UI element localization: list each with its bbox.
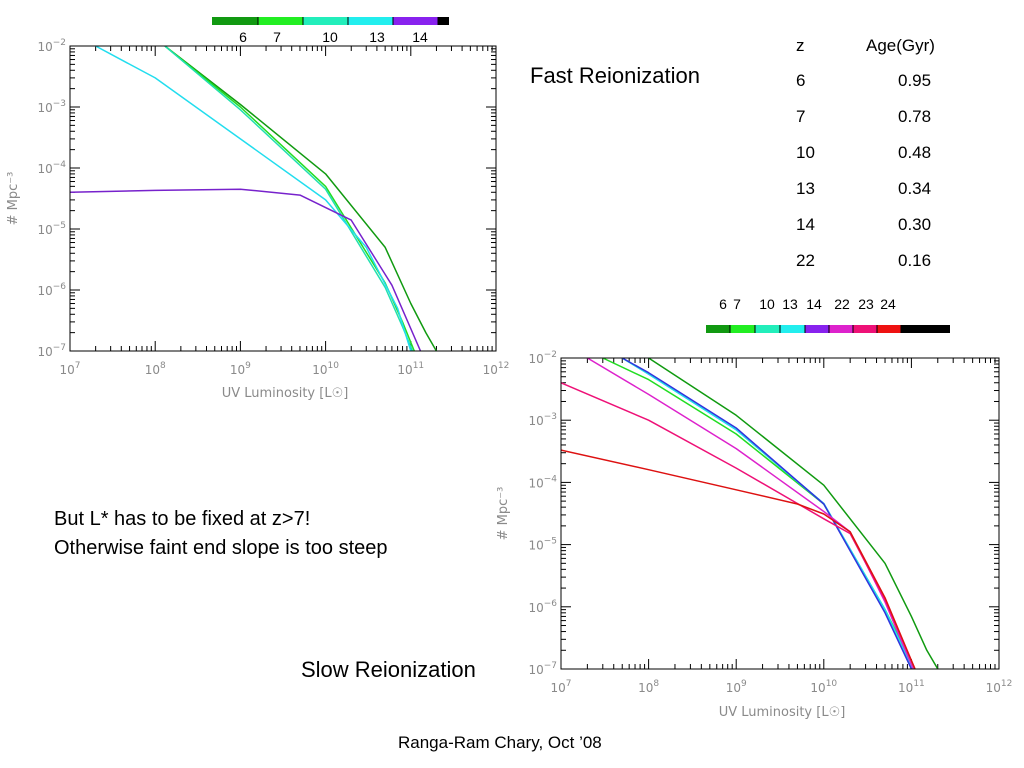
y-tick-label: 10−7: [37, 343, 66, 359]
x-tick-label: 1011: [898, 679, 925, 695]
series-line: [561, 449, 916, 669]
series-line: [587, 358, 914, 669]
slow-reionization-chart: 107 108 109 1010 1011 101210−710−610−510−410−…: [496, 296, 1012, 720]
colorbar-label: 10: [322, 29, 338, 45]
table-cell-age: 0.16: [898, 251, 932, 270]
x-tick-label: 107: [550, 679, 571, 695]
note-line-1: But L* has to be fixed at z>7!: [54, 508, 311, 530]
x-tick-label: 1010: [312, 361, 339, 377]
x-tick-label: 108: [145, 361, 166, 377]
y-tick-label: 10−2: [528, 350, 557, 366]
colorbar-swatch: [805, 325, 829, 333]
colorbar-label: 13: [782, 296, 798, 312]
table-cell-z: 13: [796, 179, 815, 198]
y-tick-label: 10−7: [528, 661, 557, 677]
x-tick-label: 109: [726, 679, 747, 695]
x-tick-label: 108: [638, 679, 659, 695]
colorbar-label: 6: [239, 29, 247, 45]
credit-line: Ranga-Ram Chary, Oct ’08: [398, 733, 602, 752]
colorbar-swatch: [730, 325, 755, 333]
series-line: [164, 46, 438, 351]
colorbar-label: 14: [412, 29, 428, 45]
y-tick-label: 10−2: [37, 38, 66, 54]
colorbar-label: 7: [273, 29, 281, 45]
x-axis-title: UV Luminosity [L☉]: [719, 705, 846, 720]
y-tick-label: 10−4: [528, 474, 557, 490]
table-cell-age: 0.95: [898, 71, 932, 90]
x-axis-title: UV Luminosity [L☉]: [222, 386, 349, 401]
slow-reionization-label: Slow Reionization: [301, 657, 476, 682]
colorbar-swatch: [212, 17, 258, 25]
y-tick-label: 10−6: [528, 599, 557, 615]
colorbar-label: 23: [858, 296, 874, 312]
series-line: [164, 46, 414, 351]
y-tick-label: 10−5: [37, 221, 66, 237]
plot-frame: [69, 45, 497, 352]
colorbar-label: 22: [834, 296, 850, 312]
colorbar-swatch: [877, 325, 901, 333]
series-line: [602, 358, 916, 669]
y-tick-label: 10−3: [37, 99, 66, 115]
table-cell-z: 10: [796, 143, 815, 162]
colorbar-swatch: [755, 325, 780, 333]
y-axis-title: # Mpc⁻³: [496, 487, 511, 541]
y-tick-label: 10−5: [528, 537, 557, 553]
colorbar-label: 6: [719, 296, 727, 312]
table-cell-z: 22: [796, 251, 815, 270]
table-cell-age: 0.34: [898, 179, 932, 198]
series-line: [95, 46, 412, 351]
colorbar-swatch: [706, 325, 730, 333]
colorbar-swatch: [438, 17, 449, 25]
colorbar-label: 13: [369, 29, 385, 45]
x-tick-label: 1012: [986, 679, 1013, 695]
redshift-colorbar: 6 7 10 13 14: [212, 17, 449, 45]
x-tick-label: 1010: [810, 679, 837, 695]
series-line: [70, 188, 422, 351]
colorbar-swatch: [901, 325, 950, 333]
series-line: [164, 46, 415, 351]
table-header-age: Age(Gyr): [866, 36, 935, 55]
fast-reionization-chart: 107 108 109 1010 1011 101210−710−610−510−410−…: [6, 17, 509, 401]
colorbar-label: 14: [806, 296, 822, 312]
table-cell-z: 14: [796, 215, 815, 234]
table-cell-z: 7: [796, 107, 806, 126]
x-tick-label: 109: [230, 361, 251, 377]
series-line: [561, 382, 916, 669]
y-tick-label: 10−6: [37, 282, 66, 298]
series-line: [621, 358, 913, 669]
x-tick-label: 107: [59, 361, 80, 377]
colorbar-swatch: [853, 325, 877, 333]
colorbar-label: 10: [759, 296, 775, 312]
plot-frame: [560, 357, 1000, 670]
y-axis-title: # Mpc⁻³: [6, 172, 21, 226]
table-cell-age: 0.30: [898, 215, 932, 234]
colorbar-swatch: [829, 325, 853, 333]
redshift-colorbar: 6 7 10 13 14 22 23 24: [706, 296, 950, 333]
series-line: [648, 358, 939, 669]
colorbar-swatch: [258, 17, 303, 25]
colorbar-swatch: [303, 17, 348, 25]
table-cell-z: 6: [796, 71, 806, 90]
colorbar-swatch: [780, 325, 805, 333]
colorbar-label: 7: [733, 296, 741, 312]
table-header-z: z: [796, 36, 805, 55]
fast-reionization-label: Fast Reionization: [530, 63, 700, 88]
x-tick-label: 1011: [397, 361, 424, 377]
colorbar-swatch: [348, 17, 393, 25]
colorbar-swatch: [393, 17, 438, 25]
colorbar-label: 24: [880, 296, 896, 312]
note-line-2: Otherwise faint end slope is too steep: [54, 537, 388, 559]
y-tick-label: 10−4: [37, 160, 66, 176]
table-cell-age: 0.78: [898, 107, 932, 126]
axis-ticks: [69, 46, 496, 352]
y-tick-label: 10−3: [528, 412, 557, 428]
table-cell-age: 0.48: [898, 143, 932, 162]
axis-ticks: [560, 358, 999, 670]
x-tick-label: 1012: [483, 361, 510, 377]
